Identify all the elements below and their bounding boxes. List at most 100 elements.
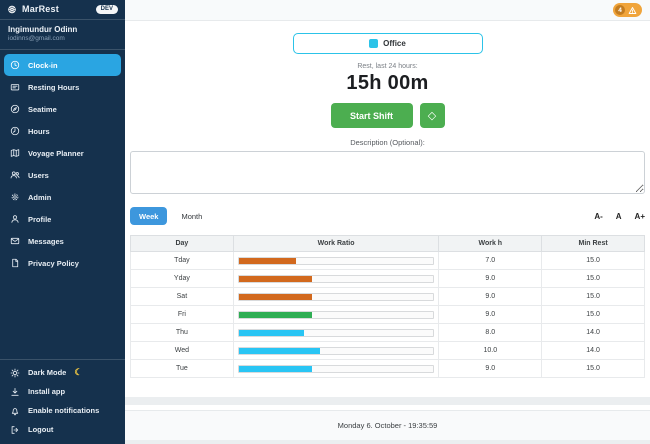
rest-caption: Rest, last 24 hours: (357, 63, 418, 70)
ratio-bar (238, 275, 312, 282)
col-header-work-h: Work h (438, 235, 543, 252)
page-bottom: Monday 6. October - 19:35:59 (125, 385, 650, 444)
ratio-bar (238, 293, 312, 300)
clock-hours-icon (10, 126, 20, 136)
day-cell: Sat (130, 287, 234, 306)
table-row[interactable]: Tue 9.0 15.0 (130, 359, 645, 378)
logout-icon (10, 425, 20, 435)
sidebar-item-hours[interactable]: Hours (0, 120, 125, 142)
ratio-cell (232, 323, 440, 342)
work-h-cell: 9.0 (438, 305, 543, 324)
day-cell: Thu (130, 323, 234, 342)
document-icon (10, 258, 20, 268)
helm-wheel-logo-icon (7, 4, 17, 14)
sidebar-item-resting-hours[interactable]: Resting Hours (0, 76, 125, 98)
sidebar-item-label: Clock-in (28, 60, 58, 70)
footer-bar: Monday 6. October - 19:35:59 (125, 410, 650, 440)
start-shift-button[interactable]: Start Shift (330, 103, 413, 128)
office-button[interactable]: Office (292, 33, 483, 54)
min-rest-cell: 15.0 (541, 251, 645, 270)
warning-icon (628, 6, 637, 15)
min-rest-cell: 15.0 (541, 287, 645, 306)
table-row[interactable]: Thu 8.0 14.0 (130, 323, 645, 342)
sidebar-spacer (0, 274, 125, 359)
main-panel: 4 Office Rest, last 24 hours: 15h 00m St… (125, 0, 650, 444)
sidebar-item-label: Hours (28, 126, 50, 136)
sidebar-item-profile[interactable]: Profile (0, 208, 125, 230)
sidebar-nav: Clock-in Resting Hours Seatime Hours Voy… (0, 50, 125, 274)
table-row[interactable]: Tday 7.0 15.0 (130, 251, 645, 270)
current-datetime: Monday 6. October - 19:35:59 (337, 421, 438, 430)
alerts-badge[interactable]: 4 (613, 3, 642, 17)
user-email: iodinns@gmail.com (8, 35, 65, 42)
sidebar-item-label: Profile (28, 214, 52, 224)
sidebar-header: MarRest DEV (0, 0, 125, 20)
work-h-cell: 8.0 (438, 323, 543, 342)
office-swatch-icon (369, 39, 379, 48)
ratio-bar (238, 257, 296, 264)
day-cell: Fri (130, 305, 234, 324)
col-header-work-ratio: Work Ratio (232, 235, 440, 252)
install-app-label: Install app (28, 387, 66, 396)
sidebar: MarRest DEV Ingimundur Odinn iodinns@gma… (0, 0, 125, 444)
min-rest-cell: 14.0 (541, 323, 645, 342)
ratio-bar (238, 311, 312, 318)
sidebar-item-label: Admin (28, 192, 52, 202)
main-content: Office Rest, last 24 hours: 15h 00m Star… (125, 21, 650, 378)
font-larger-button[interactable]: A+ (634, 211, 645, 221)
sidebar-item-label: Resting Hours (28, 82, 80, 92)
font-reset-button[interactable]: A (615, 211, 622, 221)
ratio-cell (232, 269, 440, 288)
sidebar-item-label: Seatime (28, 104, 57, 114)
table-row[interactable]: Fri 9.0 15.0 (130, 305, 645, 324)
ratio-track (237, 292, 435, 301)
tab-week[interactable]: Week (130, 207, 168, 225)
enable-notifications-button[interactable]: Enable notifications (0, 401, 125, 420)
ratio-track (237, 346, 435, 355)
map-icon (10, 148, 20, 158)
font-smaller-button[interactable]: A- (594, 211, 603, 221)
ratio-track (237, 364, 435, 373)
download-icon (10, 387, 20, 397)
sidebar-item-voyage-planner[interactable]: Voyage Planner (0, 142, 125, 164)
refresh-button[interactable]: ◇ (419, 103, 445, 128)
table-row[interactable]: Wed 10.0 14.0 (130, 341, 645, 360)
col-header-min-rest: Min Rest (541, 235, 645, 252)
bottom-edge-strip (125, 440, 650, 444)
view-controls: Week Month A- A A+ (130, 207, 645, 225)
work-h-cell: 9.0 (438, 269, 543, 288)
sidebar-item-admin[interactable]: Admin (0, 186, 125, 208)
description-input[interactable] (130, 151, 645, 194)
bell-icon (10, 406, 20, 416)
ratio-cell (232, 251, 440, 270)
ratio-cell (232, 287, 440, 306)
install-app-button[interactable]: Install app (0, 382, 125, 401)
sun-icon (10, 368, 20, 378)
top-bar: 4 (125, 0, 650, 21)
sidebar-item-messages[interactable]: Messages (0, 230, 125, 252)
work-h-cell: 7.0 (438, 251, 543, 270)
office-button-label: Office (383, 39, 406, 48)
table-row[interactable]: Yday 9.0 15.0 (130, 269, 645, 288)
min-rest-cell: 15.0 (541, 305, 645, 324)
font-size-controls: A- A A+ (594, 212, 645, 221)
day-cell: Tue (130, 359, 234, 378)
compass-icon (10, 104, 20, 114)
day-cell: Tday (130, 251, 234, 270)
shift-controls: Start Shift ◇ (330, 103, 445, 128)
tab-month[interactable]: Month (181, 211, 203, 221)
min-rest-cell: 15.0 (541, 269, 645, 288)
sidebar-item-users[interactable]: Users (0, 164, 125, 186)
table-header-row: Day Work Ratio Work h Min Rest (130, 235, 645, 252)
ratio-bar (238, 365, 312, 372)
sidebar-item-seatime[interactable]: Seatime (0, 98, 125, 120)
dark-mode-toggle[interactable]: Dark Mode ☾ (0, 363, 125, 382)
logout-button[interactable]: Logout (0, 420, 125, 439)
sidebar-item-clock-in[interactable]: Clock-in (4, 54, 121, 76)
user-name: Ingimundur Odinn (8, 25, 78, 34)
gear-icon (10, 192, 20, 202)
logout-label: Logout (28, 425, 54, 434)
sidebar-item-privacy-policy[interactable]: Privacy Policy (0, 252, 125, 274)
app-title: MarRest (22, 4, 59, 14)
table-row[interactable]: Sat 9.0 15.0 (130, 287, 645, 306)
